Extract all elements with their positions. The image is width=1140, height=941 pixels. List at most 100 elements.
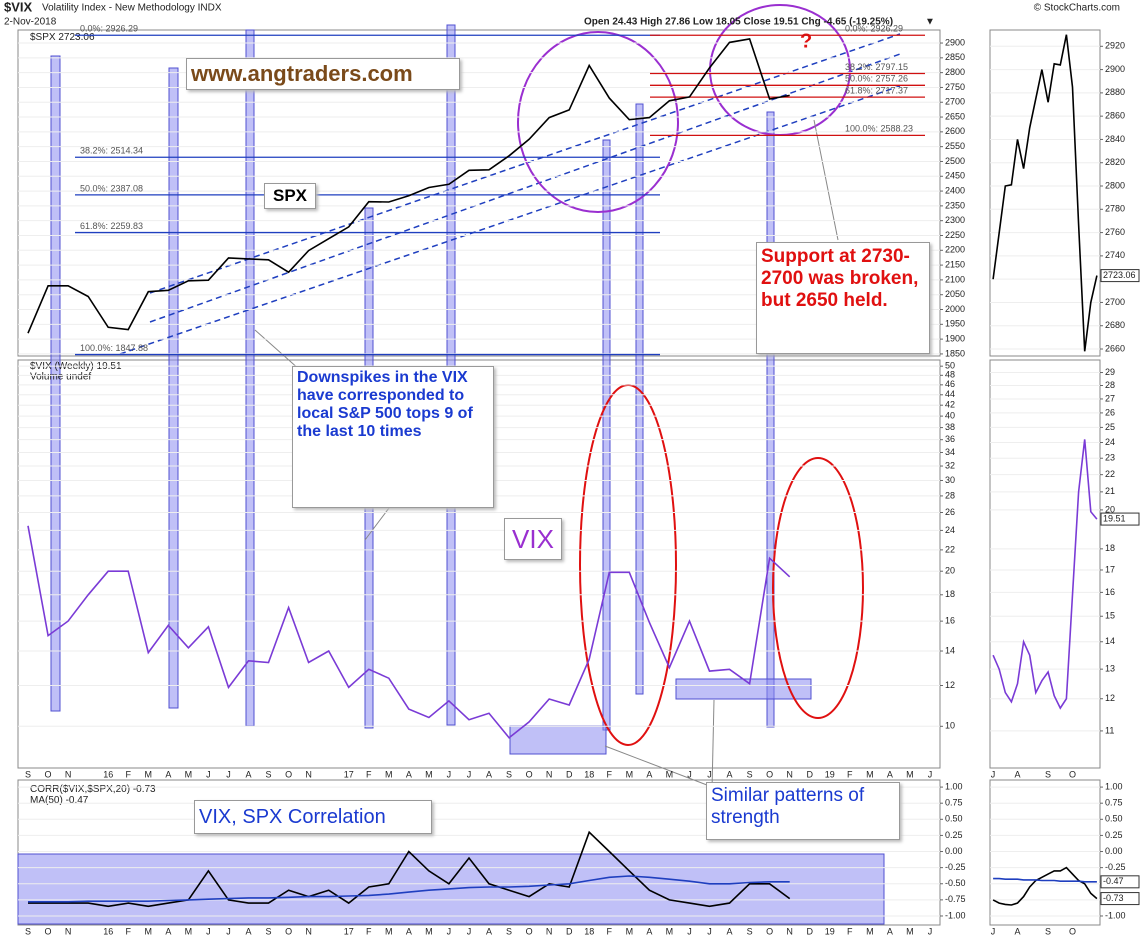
y-tick-label: -1.00: [945, 910, 966, 920]
series-line: [993, 877, 1097, 883]
y-tick-label: 2650: [945, 111, 965, 121]
x-tick-label: F: [366, 769, 372, 779]
y-tick-label: 2200: [945, 245, 965, 255]
x-tick-label: M: [385, 769, 393, 779]
y-tick-label: 1.00: [1105, 781, 1123, 791]
x-tick-label: O: [526, 769, 533, 779]
y-tick-label: 2800: [945, 67, 965, 77]
y-tick-label: 50: [945, 361, 955, 371]
y-tick-label: 2800: [1105, 180, 1125, 190]
ohlc: Open 24.43 High 27.86 Low 18.05 Close 19…: [584, 17, 893, 28]
vix-label: VIX: [504, 518, 562, 560]
y-tick-label: 36: [945, 434, 955, 444]
x-tick-label: J: [707, 926, 712, 936]
x-tick-label: A: [887, 926, 893, 936]
y-tick-label: 44: [945, 389, 955, 399]
last-value-box: [1100, 892, 1140, 906]
x-tick-label: 17: [344, 926, 354, 936]
y-tick-label: 2350: [945, 200, 965, 210]
y-tick-label: 2000: [945, 304, 965, 314]
x-tick-label: N: [65, 769, 72, 779]
x-tick-label: F: [366, 926, 372, 936]
x-tick-label: O: [526, 926, 533, 936]
x-tick-label: O: [285, 926, 292, 936]
y-tick-label: 28: [1105, 380, 1115, 390]
x-tick-label: N: [546, 769, 553, 779]
x-tick-label: M: [906, 769, 914, 779]
series-line: [27, 37, 790, 334]
y-tick-label: 2820: [1105, 157, 1125, 167]
y-tick-label: 11: [1105, 725, 1114, 735]
support-note: Support at 2730-2700 was broken, but 265…: [756, 242, 930, 354]
fib-label: 0.0%: 2926.29: [80, 24, 138, 34]
symbol: $VIX: [4, 0, 33, 14]
y-tick-label: 29: [1105, 367, 1115, 377]
y-tick-label: 14: [1105, 636, 1115, 646]
panel-frames: [17, 29, 1101, 926]
x-tick-label: 17: [344, 769, 354, 779]
x-tick-label: 16: [103, 926, 113, 936]
x-tick-label: S: [506, 769, 512, 779]
x-tick-label: A: [406, 926, 412, 936]
x-tick-label: 16: [103, 769, 113, 779]
x-tick-label: F: [847, 769, 853, 779]
header-date: 2-Nov-2018: [4, 17, 57, 28]
x-tick-label: F: [125, 769, 131, 779]
x-tick-label: D: [566, 926, 573, 936]
y-tick-label: 24: [1105, 437, 1115, 447]
y-tick-label: 2900: [945, 37, 965, 47]
y-tick-label: 26: [1105, 407, 1115, 417]
last-value-label: -0.73: [1103, 893, 1124, 903]
down-arrow: ▼: [925, 17, 935, 28]
x-tick-label: 18: [584, 926, 594, 936]
legend-value: 2723.06: [58, 32, 95, 43]
y-tick-label: 2850: [945, 52, 965, 62]
x-tick-label: J: [206, 769, 211, 779]
x-tick-label: S: [266, 769, 272, 779]
y-tick-label: 2740: [1105, 250, 1125, 260]
x-tick-label: J: [467, 926, 472, 936]
y-tick-label: 14: [945, 645, 955, 655]
x-tick-label: J: [928, 769, 933, 779]
legend: CORR($VIX,$SPX,20) -0.73: [30, 784, 156, 795]
x-tick-label: J: [447, 926, 452, 936]
x-tick-label: J: [687, 926, 692, 936]
x-tick-label: M: [666, 926, 674, 936]
fib-label: 38.2%: 2514.34: [80, 146, 143, 156]
series-line: [28, 830, 791, 908]
x-tick-label: M: [626, 926, 634, 936]
x-tick-label: J: [707, 769, 712, 779]
y-tick-label: 2050: [945, 289, 965, 299]
y-tick-label: -0.50: [945, 878, 966, 888]
y-tick-label: 15: [1105, 611, 1115, 621]
fib-label: 61.8%: 2259.83: [80, 221, 143, 231]
x-tick-label: J: [206, 926, 211, 936]
y-tick-label: 22: [945, 544, 955, 554]
x-tick-label: N: [546, 926, 553, 936]
y-tick-label: 0.50: [1105, 814, 1123, 824]
y-tick-label: 21: [1105, 486, 1115, 496]
y-tick-label: 2700: [1105, 297, 1125, 307]
y-tick-label: 22: [1105, 469, 1115, 479]
fib-label: 50.0%: 2757.26: [845, 74, 908, 84]
y-tick-label: 0.75: [945, 798, 963, 808]
y-tick-label: 0.50: [945, 814, 963, 824]
x-tick-label: M: [185, 769, 193, 779]
x-tick-label: S: [747, 926, 753, 936]
y-tick-label: 2150: [945, 259, 965, 269]
fib-label: 50.0%: 2387.08: [80, 183, 143, 193]
y-tick-label: -0.75: [945, 894, 966, 904]
x-tick-label: 18: [584, 769, 594, 779]
y-tick-label: 23: [1105, 453, 1115, 463]
y-tick-label: 1900: [945, 333, 965, 343]
x-tick-label: D: [806, 926, 813, 936]
x-tick-label: F: [125, 926, 131, 936]
y-tick-label: 2660: [1105, 343, 1125, 353]
y-tick-label: 16: [945, 616, 955, 626]
x-tick-label: M: [666, 769, 674, 779]
x-tick-label: S: [506, 926, 512, 936]
y-tick-label: 12: [945, 680, 955, 690]
x-tick-label: A: [727, 769, 733, 779]
series-line: [28, 875, 790, 903]
x-tick-label: M: [145, 769, 153, 779]
